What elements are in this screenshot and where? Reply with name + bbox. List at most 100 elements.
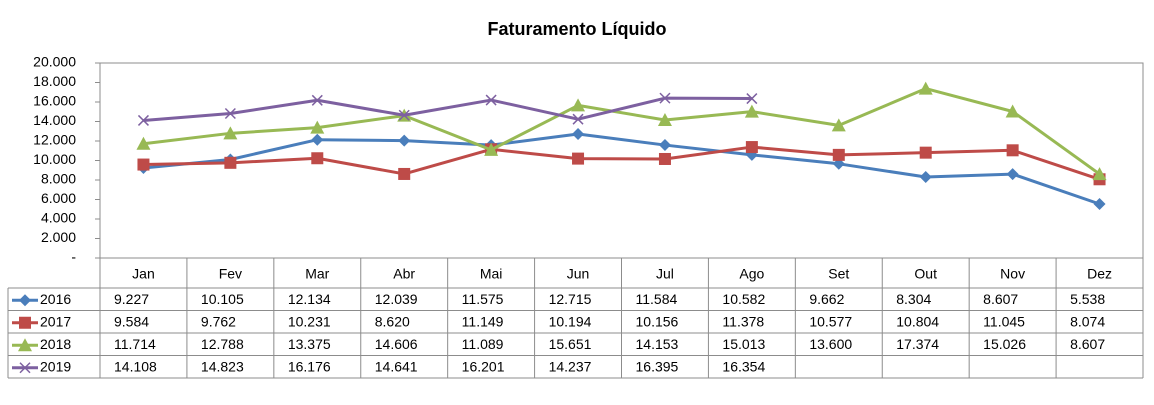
table-value: 11.089	[462, 336, 504, 352]
point-marker	[1093, 198, 1106, 211]
point-marker	[572, 113, 584, 125]
point-marker	[484, 142, 499, 156]
point-marker	[919, 146, 932, 159]
x-tick-label: Nov	[1000, 266, 1025, 282]
point-marker	[224, 107, 236, 120]
y-tick-label: 18.000	[33, 73, 76, 89]
x-tick-label: Abr	[393, 266, 415, 282]
table-value: 11.584	[636, 291, 678, 307]
point-marker	[831, 118, 846, 132]
y-tick-label: 16.000	[33, 93, 76, 109]
table-value: 10.194	[549, 313, 592, 329]
point-marker	[1092, 167, 1107, 181]
point-marker	[311, 94, 323, 106]
table-value: 14.641	[375, 358, 418, 374]
series-line	[143, 145, 1101, 181]
table-value: 9.762	[201, 313, 236, 329]
table-value: 14.237	[549, 358, 592, 374]
point-marker	[744, 104, 759, 118]
table-value: 15.651	[549, 336, 592, 352]
point-marker	[137, 158, 150, 171]
x-tick-label: Jun	[567, 266, 590, 282]
point-marker	[571, 98, 586, 112]
point-marker	[224, 156, 237, 169]
x-tick-label: Jan	[132, 266, 155, 282]
table-value: 12.788	[201, 336, 244, 352]
point-marker	[310, 120, 325, 134]
x-tick-label: Mai	[480, 266, 503, 282]
point-marker	[398, 167, 411, 180]
point-marker	[658, 139, 671, 152]
table-value: 9.662	[809, 291, 844, 307]
table-value: 9.227	[114, 291, 149, 307]
point-marker	[746, 93, 758, 105]
y-tick-label: 10.000	[33, 151, 76, 167]
point-marker	[919, 171, 932, 184]
y-tick-label: 8.000	[41, 171, 76, 187]
point-marker	[311, 133, 324, 146]
legend-marker	[19, 294, 31, 307]
point-marker	[485, 94, 497, 106]
table-value: 8.620	[375, 313, 410, 329]
table-value: 8.074	[1070, 313, 1105, 329]
point-marker	[137, 114, 149, 126]
table-value: 10.804	[896, 313, 939, 329]
table-value: 11.575	[462, 291, 504, 307]
series-line	[143, 132, 1101, 206]
table-value: 16.395	[636, 358, 679, 374]
point-marker	[572, 128, 585, 141]
table-value: 12.715	[549, 291, 592, 307]
table-value: 8.607	[983, 291, 1018, 307]
table-value: 9.584	[114, 313, 149, 329]
y-tick-label: 20.000	[33, 54, 76, 70]
table-value: 10.577	[809, 313, 852, 329]
table-value: 16.176	[288, 358, 331, 374]
table-value: 13.375	[288, 336, 331, 352]
point-marker	[311, 152, 324, 165]
table-value: 12.134	[288, 291, 331, 307]
y-tick-label: 6.000	[41, 190, 76, 206]
table-value: 12.039	[375, 291, 418, 307]
y-tick-label: 12.000	[33, 132, 76, 148]
legend-marker	[19, 362, 31, 374]
table-value: 17.374	[896, 336, 939, 352]
point-marker	[398, 109, 410, 121]
point-marker	[658, 152, 671, 165]
table-value: 5.538	[1070, 291, 1105, 307]
point-marker	[398, 134, 411, 147]
y-tick-label: 4.000	[41, 210, 76, 226]
x-tick-label: Ago	[739, 266, 764, 282]
point-marker	[1006, 168, 1019, 181]
table-value: 11.714	[114, 336, 156, 352]
point-marker	[1005, 104, 1020, 118]
point-marker	[832, 148, 845, 161]
legend-marker	[18, 338, 32, 352]
x-tick-label: Out	[914, 266, 937, 282]
table-value: 14.606	[375, 336, 418, 352]
table-value: 11.378	[722, 313, 764, 329]
table-value: 11.045	[983, 313, 1025, 329]
y-tick-label: 14.000	[33, 112, 76, 128]
table-value: 10.156	[636, 313, 679, 329]
point-marker	[1006, 144, 1019, 157]
point-marker	[659, 92, 671, 104]
table-value: 10.231	[288, 313, 331, 329]
point-marker	[918, 81, 933, 95]
table-value: 13.600	[809, 336, 852, 352]
y-tick-label: 2.000	[41, 229, 76, 245]
x-tick-label: Mar	[305, 266, 329, 282]
x-tick-label: Dez	[1087, 266, 1112, 282]
series-line	[143, 87, 1101, 176]
series-line	[143, 96, 752, 122]
table-value: 10.105	[201, 291, 244, 307]
table-value: 8.607	[1070, 336, 1105, 352]
point-marker	[223, 126, 238, 140]
legend-label: 2017	[40, 313, 71, 329]
x-tick-label: Fev	[219, 266, 242, 282]
x-tick-label: Jul	[656, 266, 674, 282]
table-value: 11.149	[462, 313, 504, 329]
table-value: 16.201	[462, 358, 505, 374]
table-value: 8.304	[896, 291, 931, 307]
table-value: 14.153	[636, 336, 679, 352]
